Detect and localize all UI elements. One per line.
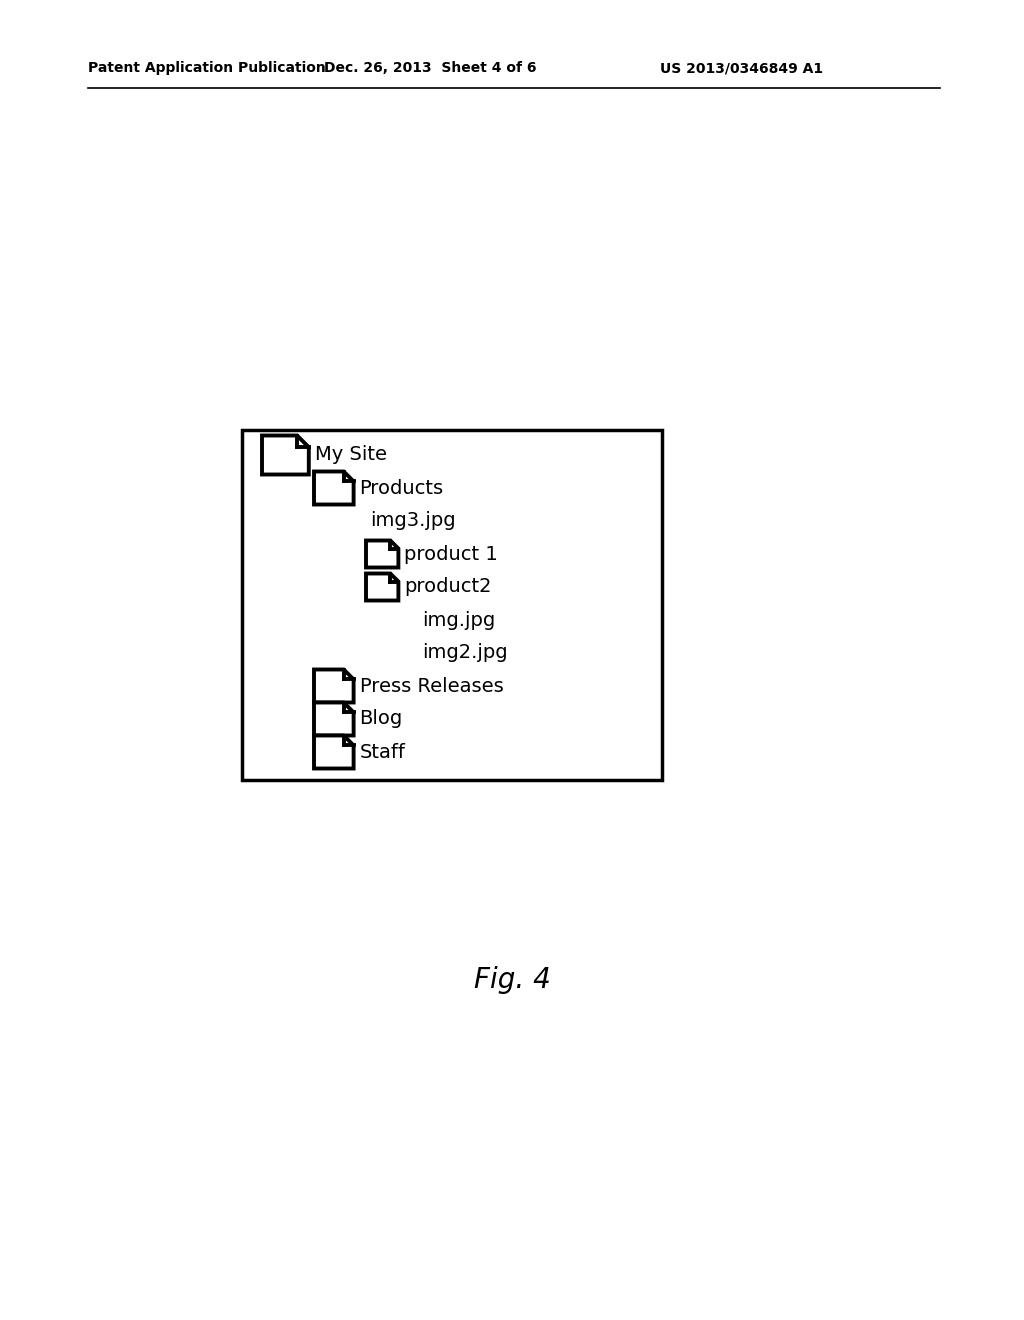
- Text: Fig. 4: Fig. 4: [474, 966, 550, 994]
- Text: Patent Application Publication: Patent Application Publication: [88, 61, 326, 75]
- Polygon shape: [314, 702, 353, 735]
- Polygon shape: [366, 573, 398, 601]
- Text: Blog: Blog: [359, 710, 402, 729]
- Text: img2.jpg: img2.jpg: [422, 644, 508, 663]
- Polygon shape: [314, 735, 353, 768]
- Text: product2: product2: [404, 578, 492, 597]
- Text: img.jpg: img.jpg: [422, 610, 496, 630]
- Polygon shape: [366, 540, 398, 568]
- Text: US 2013/0346849 A1: US 2013/0346849 A1: [660, 61, 823, 75]
- Text: Dec. 26, 2013  Sheet 4 of 6: Dec. 26, 2013 Sheet 4 of 6: [324, 61, 537, 75]
- Bar: [242, 430, 662, 780]
- Text: My Site: My Site: [314, 446, 387, 465]
- Text: Press Releases: Press Releases: [359, 676, 504, 696]
- Text: Products: Products: [359, 479, 443, 498]
- Text: Staff: Staff: [359, 742, 406, 762]
- Polygon shape: [314, 471, 353, 504]
- Polygon shape: [314, 669, 353, 702]
- Text: product 1: product 1: [404, 544, 498, 564]
- Text: img3.jpg: img3.jpg: [370, 511, 456, 531]
- Polygon shape: [262, 436, 309, 474]
